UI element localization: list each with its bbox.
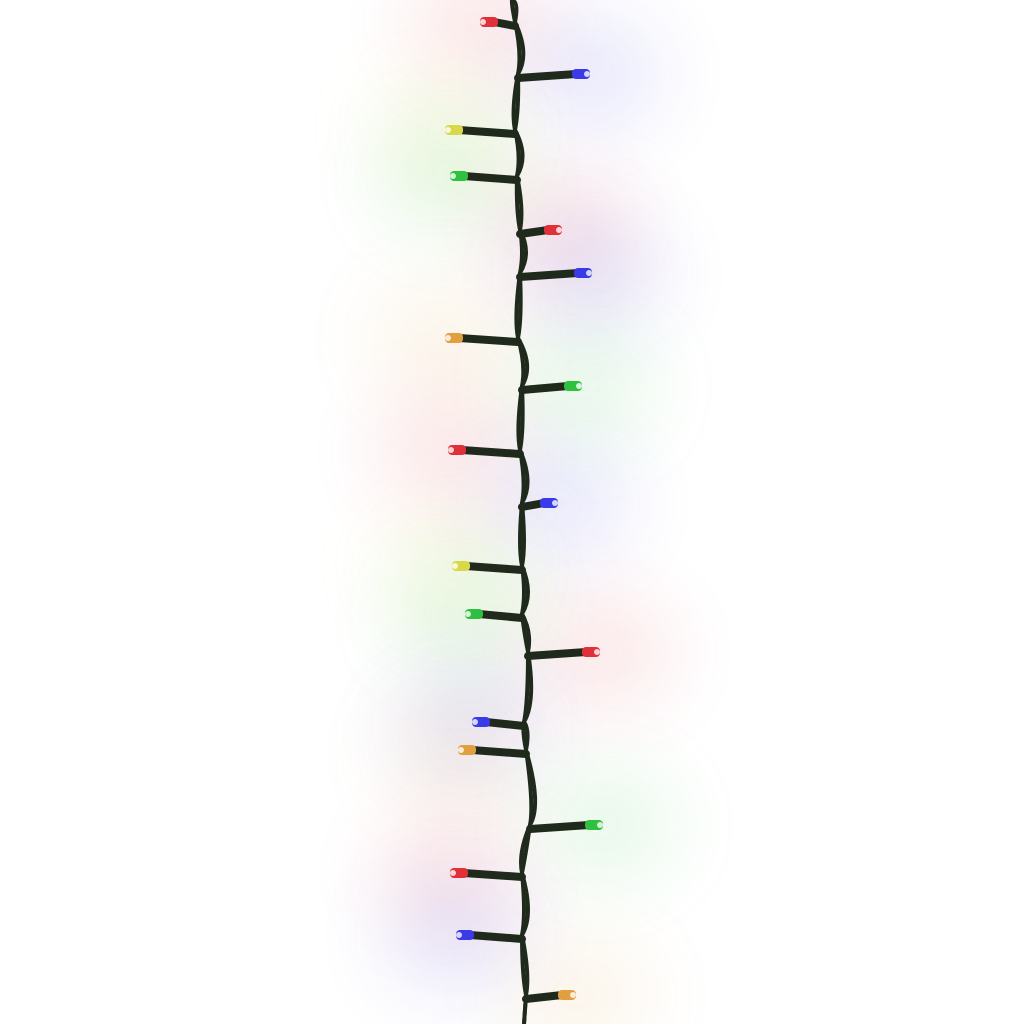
led-red — [516, 225, 562, 238]
led-highlight — [584, 71, 590, 77]
led-amber — [445, 333, 522, 346]
led-green — [526, 820, 603, 833]
led-highlight — [552, 500, 558, 506]
led-highlight — [445, 127, 451, 133]
led-glow — [506, 940, 646, 1024]
led-blue — [516, 268, 592, 281]
led-red — [448, 445, 524, 458]
led-red — [480, 17, 519, 30]
led-socket — [466, 931, 526, 943]
led-socket — [514, 70, 580, 82]
led-highlight — [597, 822, 603, 828]
led-highlight — [570, 992, 576, 998]
led-amber — [458, 745, 530, 758]
led-socket — [455, 126, 519, 138]
led-socket — [475, 610, 526, 622]
led-socket — [460, 869, 526, 881]
led-blue — [518, 498, 558, 511]
led-blue — [456, 930, 526, 943]
led-highlight — [458, 747, 464, 753]
led-highlight — [456, 932, 462, 938]
led-highlight — [448, 447, 454, 453]
led-highlight — [450, 870, 456, 876]
led-highlight — [465, 611, 471, 617]
led-green — [465, 609, 526, 622]
led-highlight — [452, 563, 458, 569]
led-socket — [458, 446, 524, 458]
led-highlight — [586, 270, 592, 276]
led-red — [524, 647, 600, 660]
led-highlight — [450, 173, 456, 179]
led-bulbs — [445, 17, 603, 1003]
led-socket — [516, 226, 552, 238]
led-socket — [516, 269, 582, 281]
led-blue — [472, 717, 528, 730]
led-yellow — [452, 561, 526, 574]
led-blue — [514, 69, 590, 82]
led-highlight — [445, 335, 451, 341]
led-highlight — [472, 719, 478, 725]
led-socket — [526, 821, 593, 833]
led-socket — [522, 991, 566, 1003]
led-socket — [482, 718, 528, 730]
led-socket — [455, 334, 522, 346]
led-socket — [524, 648, 590, 660]
led-green — [450, 171, 521, 184]
led-socket — [468, 746, 530, 758]
light-glows — [375, 0, 673, 1024]
led-yellow — [445, 125, 519, 138]
led-socket — [518, 382, 572, 394]
led-socket — [460, 172, 521, 184]
led-amber — [522, 990, 576, 1003]
wire-strand — [511, 0, 538, 1024]
led-green — [518, 381, 582, 394]
led-highlight — [556, 227, 562, 233]
led-highlight — [594, 649, 600, 655]
led-red — [450, 868, 526, 881]
led-highlight — [480, 19, 486, 25]
led-socket — [462, 562, 526, 574]
led-highlight — [576, 383, 582, 389]
